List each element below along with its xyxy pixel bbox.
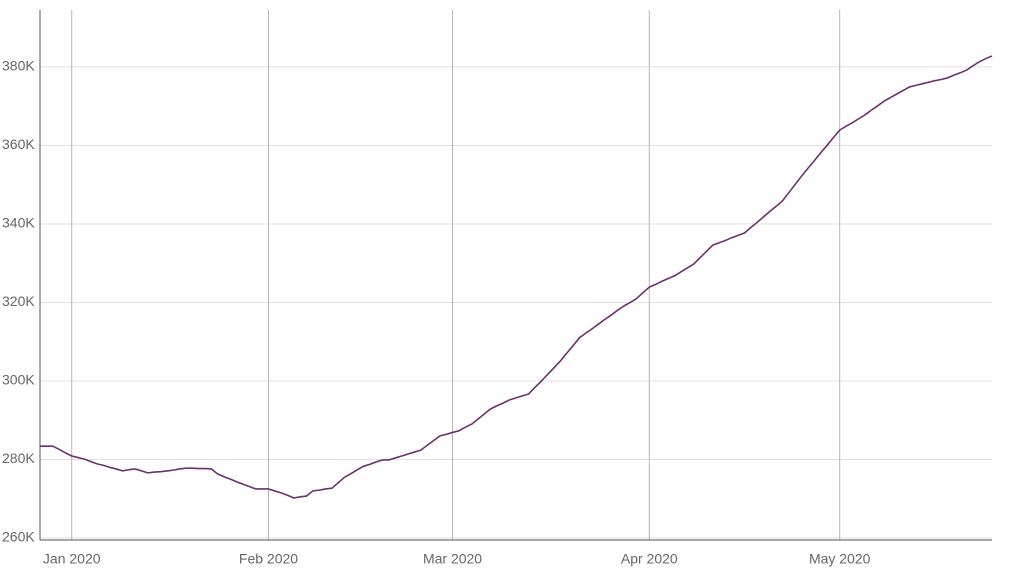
- data-line: [40, 55, 993, 499]
- y-tick-label: 340K: [2, 215, 35, 231]
- y-tick-label: 360K: [2, 136, 35, 152]
- y-tick-label: 380K: [2, 58, 35, 74]
- y-tick-label: 260K: [2, 529, 35, 545]
- x-tick-label: Jan 2020: [43, 551, 101, 567]
- y-tick-label: 300K: [2, 372, 35, 388]
- y-tick-label: 280K: [2, 450, 35, 466]
- x-tick-label: May 2020: [809, 551, 871, 567]
- y-tick-label: 320K: [2, 293, 35, 309]
- x-tick-label: Feb 2020: [239, 551, 298, 567]
- x-tick-label: Apr 2020: [621, 551, 678, 567]
- x-tick-label: Mar 2020: [423, 551, 482, 567]
